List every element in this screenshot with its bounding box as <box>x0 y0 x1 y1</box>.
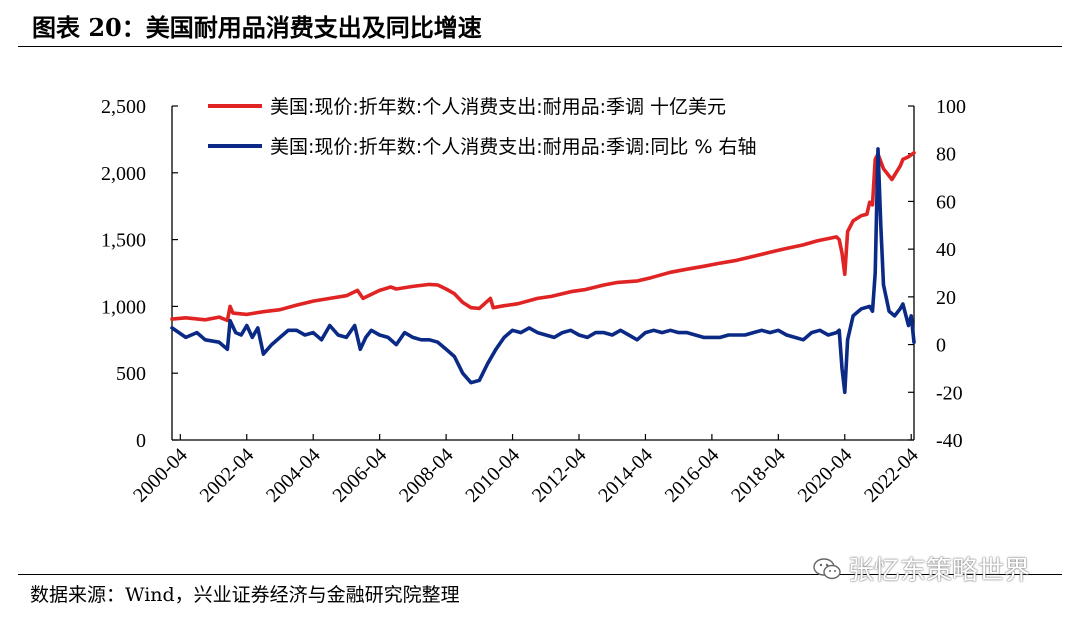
right-tick-label: -40 <box>936 430 963 452</box>
legend-label: 美国:现价:折年数:个人消费支出:耐用品:季调:同比 % 右轴 <box>270 136 757 158</box>
right-tick-label: 100 <box>936 96 966 118</box>
chart-series <box>170 147 916 395</box>
x-tick-label: 2002-04 <box>196 444 259 507</box>
x-tick-label: 2014-04 <box>594 444 657 507</box>
left-tick-label: 2,000 <box>101 163 146 185</box>
x-tick-label: 2006-04 <box>328 444 391 507</box>
x-tick-label: 2016-04 <box>661 444 724 507</box>
x-tick-label: 2020-04 <box>794 444 857 507</box>
watermark: 张忆东策略世界 <box>812 550 1030 587</box>
x-tick-label: 2018-04 <box>727 444 790 507</box>
title-underline <box>18 46 1062 47</box>
right-tick-label: 40 <box>936 239 956 261</box>
source-note: 数据来源：Wind，兴业证券经济与金融研究院整理 <box>30 584 460 606</box>
right-tick-label: 0 <box>936 335 946 357</box>
source-divider <box>18 574 1062 575</box>
legend-label: 美国:现价:折年数:个人消费支出:耐用品:季调 十亿美元 <box>270 96 726 118</box>
left-tick-label: 2,500 <box>101 96 146 118</box>
chart-title: 图表 20：美国耐用品消费支出及同比增速 <box>32 13 482 42</box>
chart-legend: 美国:现价:折年数:个人消费支出:耐用品:季调 十亿美元美国:现价:折年数:个人… <box>208 96 757 158</box>
right-tick-label: 60 <box>936 191 956 213</box>
x-tick-label: 2012-04 <box>528 444 591 507</box>
x-tick-label: 2000-04 <box>129 444 192 507</box>
series-line-1 <box>170 151 916 323</box>
x-tick-label: 2022-04 <box>860 444 923 507</box>
x-tick-label: 2004-04 <box>262 444 325 507</box>
x-tick-label: 2008-04 <box>395 444 458 507</box>
left-tick-label: 1,500 <box>101 230 146 252</box>
wechat-icon <box>813 557 841 579</box>
right-tick-label: 20 <box>936 287 956 309</box>
left-tick-label: 500 <box>116 363 146 385</box>
watermark-text: 张忆东策略世界 <box>848 556 1031 586</box>
right-tick-label: -20 <box>936 382 963 404</box>
series-line-2 <box>170 147 916 395</box>
right-tick-label: 80 <box>936 144 956 166</box>
line-chart: 0 500 1,000 1,500 2,000 2,500 -40 -20 0 20 40 60 80 1… <box>101 96 966 507</box>
left-tick-label: 1,000 <box>101 296 146 318</box>
left-tick-label: 0 <box>136 430 146 452</box>
x-tick-label: 2010-04 <box>461 444 524 507</box>
